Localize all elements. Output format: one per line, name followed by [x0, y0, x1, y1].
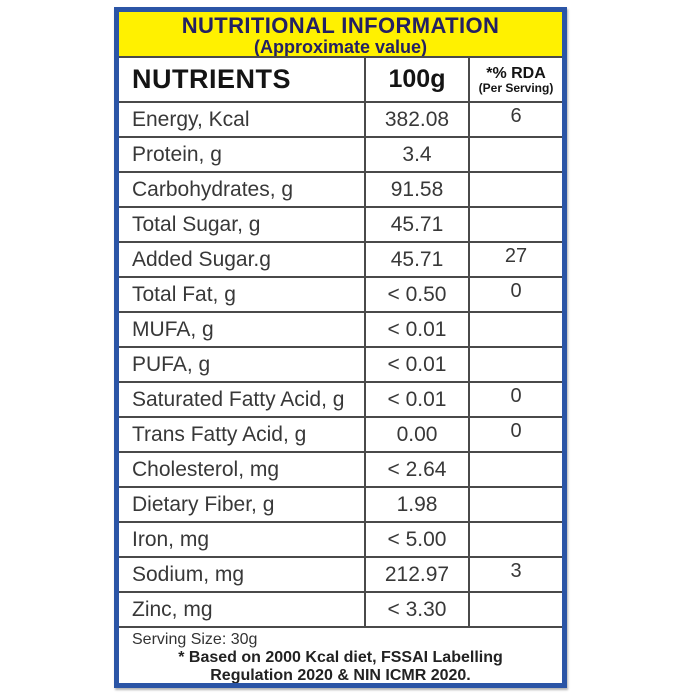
nutrient-label-cell: Protein, g [119, 138, 366, 171]
value-cell: < 0.50 [366, 278, 470, 311]
nutrient-label-cell: Trans Fatty Acid, g [119, 418, 366, 451]
value-cell: 0.00 [366, 418, 470, 451]
nutrient-label-cell: Total Fat, g [119, 278, 366, 311]
value-cell: 3.4 [366, 138, 470, 171]
serving-size-text: Serving Size: 30g [132, 631, 258, 648]
nutrient-label-cell: Dietary Fiber, g [119, 488, 366, 521]
rda-cell: 0 [510, 280, 522, 302]
rda-cell [470, 173, 562, 206]
nutrient-label-cell: Carbohydrates, g [119, 173, 366, 206]
value-cell: < 2.64 [366, 453, 470, 486]
rda-cell: 27 [504, 245, 528, 267]
table-row: PUFA, g < 0.01 [119, 348, 562, 383]
nutrient-label-cell: Sodium, mg [119, 558, 366, 591]
table-row: Iron, mg < 5.00 [119, 523, 562, 558]
table-row: Sodium, mg 212.97 3 [119, 558, 562, 593]
label-footer: Serving Size: 30g * Based on 2000 Kcal d… [119, 628, 562, 683]
col-header-rda-label: *% RDA [486, 64, 546, 82]
table-row: Energy, Kcal 382.08 6 [119, 103, 562, 138]
rda-cell [470, 593, 562, 626]
table-row: MUFA, g < 0.01 [119, 313, 562, 348]
rda-cell [470, 488, 562, 521]
value-cell: < 5.00 [366, 523, 470, 556]
rda-cell [470, 523, 562, 556]
table-row: Trans Fatty Acid, g 0.00 0 [119, 418, 562, 453]
nutrient-label-cell: Zinc, mg [119, 593, 366, 626]
rda-cell: 0 [510, 385, 522, 407]
rda-cell [470, 208, 562, 241]
rda-cell [470, 453, 562, 486]
value-cell: 382.08 [366, 103, 470, 136]
nutrient-label-cell: Iron, mg [119, 523, 366, 556]
table-row: Dietary Fiber, g 1.98 [119, 488, 562, 523]
footnote-line-1: * Based on 2000 Kcal diet, FSSAI Labelli… [178, 649, 503, 666]
table-row: Carbohydrates, g 91.58 [119, 173, 562, 208]
nutrient-label-cell: PUFA, g [119, 348, 366, 381]
label-title: NUTRITIONAL INFORMATION [181, 13, 500, 38]
value-cell: 1.98 [366, 488, 470, 521]
value-cell: < 0.01 [366, 348, 470, 381]
table-row: Total Fat, g < 0.50 0 [119, 278, 562, 313]
nutrient-label-cell: Added Sugar.g [119, 243, 366, 276]
value-cell: 91.58 [366, 173, 470, 206]
rda-cell [470, 313, 562, 346]
value-cell: < 0.01 [366, 383, 470, 416]
nutrient-label-cell: Energy, Kcal [119, 103, 366, 136]
table-row: Saturated Fatty Acid, g < 0.01 0 [119, 383, 562, 418]
col-header-rda-sublabel: (Per Serving) [478, 80, 554, 95]
rda-cell: 3 [510, 560, 522, 582]
nutrient-label-cell: MUFA, g [119, 313, 366, 346]
rda-cell: 0 [510, 420, 522, 442]
value-cell: < 0.01 [366, 313, 470, 346]
footnote-line-2: Regulation 2020 & NIN ICMR 2020. [210, 667, 471, 683]
table-row: Cholesterol, mg < 2.64 [119, 453, 562, 488]
nutrition-facts-label: NUTRITIONAL INFORMATION (Approximate val… [114, 7, 567, 688]
table-row: Zinc, mg < 3.30 [119, 593, 562, 628]
rda-cell: 6 [510, 105, 522, 127]
label-subtitle: (Approximate value) [253, 37, 428, 57]
value-cell: 45.71 [366, 208, 470, 241]
value-cell: 45.71 [366, 243, 470, 276]
nutrient-label-cell: Total Sugar, g [119, 208, 366, 241]
col-header-nutrients: NUTRIENTS [119, 58, 366, 101]
rda-cell [470, 138, 562, 171]
value-cell: < 3.30 [366, 593, 470, 626]
col-header-100g: 100g [366, 58, 470, 101]
table-row: Total Sugar, g 45.71 [119, 208, 562, 243]
value-cell: 212.97 [366, 558, 470, 591]
table-row: Added Sugar.g 45.71 27 [119, 243, 562, 278]
column-header-row: NUTRIENTS 100g *% RDA (Per Serving) [119, 58, 562, 103]
table-row: Protein, g 3.4 [119, 138, 562, 173]
nutrient-label-cell: Cholesterol, mg [119, 453, 366, 486]
label-header: NUTRITIONAL INFORMATION (Approximate val… [119, 12, 562, 58]
col-header-rda: *% RDA (Per Serving) [470, 58, 562, 101]
rda-cell [470, 348, 562, 381]
nutrient-label-cell: Saturated Fatty Acid, g [119, 383, 366, 416]
